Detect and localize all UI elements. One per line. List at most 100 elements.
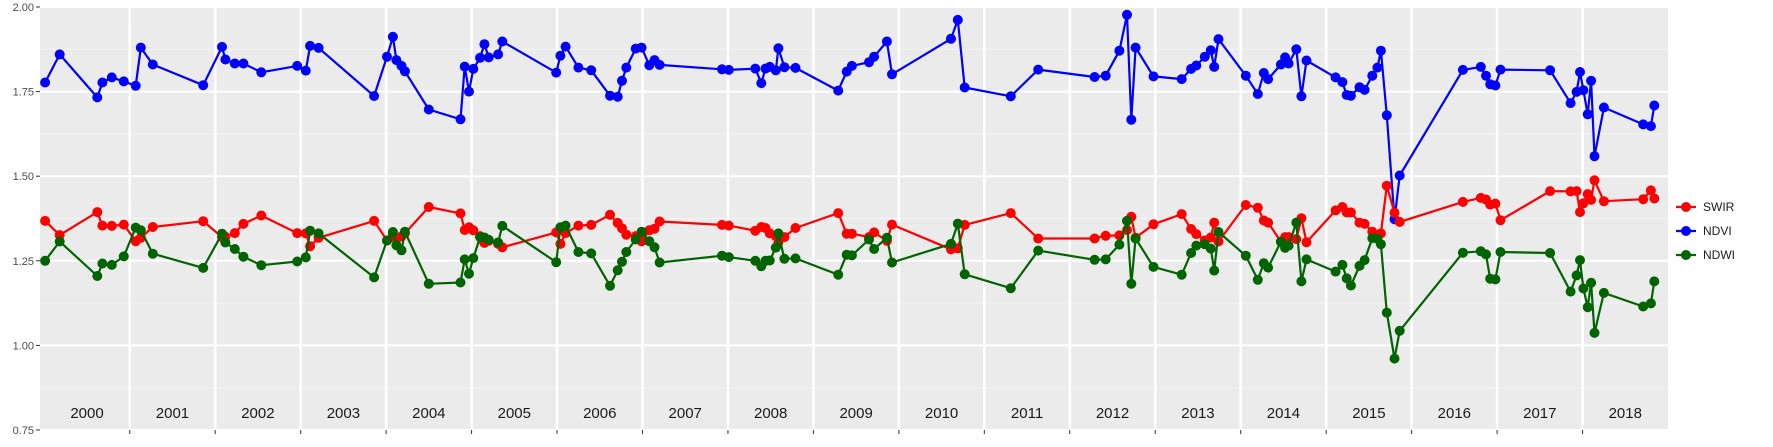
data-point — [459, 61, 470, 72]
data-point — [621, 62, 632, 73]
data-point — [1578, 283, 1589, 294]
data-point — [1495, 247, 1506, 257]
data-point — [97, 77, 108, 88]
data-point — [1122, 9, 1132, 20]
data-point — [1213, 227, 1224, 237]
legend-item-ndwi: NDWI — [1676, 248, 1735, 262]
data-point — [1372, 62, 1383, 73]
data-point — [292, 228, 303, 239]
data-point — [1589, 327, 1600, 338]
data-point — [217, 41, 227, 52]
data-point — [229, 244, 240, 254]
year-label: 2018 — [1609, 405, 1642, 422]
data-point — [1575, 255, 1585, 266]
data-point — [869, 51, 880, 62]
data-point — [464, 86, 474, 97]
data-point — [1296, 91, 1307, 102]
data-point — [764, 255, 775, 266]
data-point — [946, 33, 956, 44]
data-point — [617, 75, 627, 86]
data-point — [1122, 215, 1132, 226]
data-point — [846, 60, 857, 71]
data-point — [864, 234, 874, 245]
data-point — [833, 208, 844, 219]
data-point — [1475, 61, 1486, 72]
data-point — [1575, 207, 1585, 218]
data-point — [790, 62, 801, 73]
data-point — [1283, 58, 1294, 69]
data-point — [1205, 243, 1216, 254]
data-point — [479, 39, 490, 50]
data-point — [300, 65, 311, 76]
data-point — [621, 247, 632, 257]
data-point — [1495, 64, 1506, 75]
data-point — [1545, 186, 1556, 197]
year-label: 2017 — [1523, 405, 1556, 422]
data-point — [1005, 91, 1016, 102]
data-point — [313, 42, 324, 53]
data-point — [1330, 266, 1341, 277]
data-point — [54, 236, 65, 247]
data-point — [1301, 237, 1312, 248]
data-point — [1586, 75, 1597, 86]
data-point — [846, 250, 857, 261]
data-point — [573, 247, 584, 257]
data-point — [723, 64, 734, 75]
data-point — [605, 280, 615, 291]
legend-label: NDWI — [1703, 248, 1735, 262]
data-point — [305, 40, 316, 51]
data-point — [770, 65, 781, 76]
data-point — [130, 80, 141, 91]
year-label: 2011 — [1011, 405, 1043, 422]
data-point — [423, 202, 434, 212]
data-point — [573, 62, 584, 73]
data-point — [1359, 255, 1370, 266]
data-point — [1367, 70, 1378, 81]
data-point — [1209, 61, 1220, 72]
data-point — [1148, 219, 1159, 230]
data-point — [833, 85, 844, 96]
year-label: 2008 — [754, 405, 787, 422]
legend-key-point — [1681, 202, 1691, 212]
data-point — [229, 58, 240, 69]
legend-label: NDVI — [1703, 224, 1732, 238]
data-point — [300, 252, 311, 263]
data-point — [1191, 60, 1202, 71]
data-point — [1126, 278, 1137, 289]
data-point — [387, 31, 398, 42]
data-point — [1337, 77, 1348, 88]
data-point — [1545, 248, 1556, 258]
data-point — [40, 77, 51, 88]
data-point — [1545, 65, 1556, 76]
y-tick-label: 1.25 — [13, 256, 34, 268]
data-point — [1301, 254, 1312, 265]
data-point — [1345, 207, 1356, 218]
data-point — [423, 278, 434, 289]
data-point — [1199, 51, 1210, 62]
data-point — [1394, 170, 1405, 181]
data-point — [387, 227, 398, 237]
data-point — [1291, 44, 1302, 55]
data-point — [1345, 280, 1356, 291]
year-label: 2009 — [839, 405, 872, 422]
year-label: 2010 — [925, 405, 958, 422]
data-point — [483, 52, 494, 63]
data-point — [497, 220, 508, 231]
year-label: 2003 — [327, 405, 360, 422]
y-tick-label: 2.00 — [13, 2, 34, 14]
data-point — [106, 220, 117, 231]
data-point — [1490, 274, 1501, 285]
data-point — [1005, 208, 1016, 219]
legend-key-point — [1681, 226, 1691, 236]
data-point — [1130, 42, 1141, 53]
data-point — [1571, 186, 1582, 197]
data-point — [630, 234, 641, 245]
data-point — [1490, 80, 1501, 91]
data-point — [573, 220, 584, 231]
data-point — [217, 228, 227, 239]
y-tick-label: 0.75 — [13, 425, 34, 437]
data-point — [833, 269, 844, 280]
data-point — [1100, 70, 1111, 81]
data-point — [97, 220, 108, 231]
